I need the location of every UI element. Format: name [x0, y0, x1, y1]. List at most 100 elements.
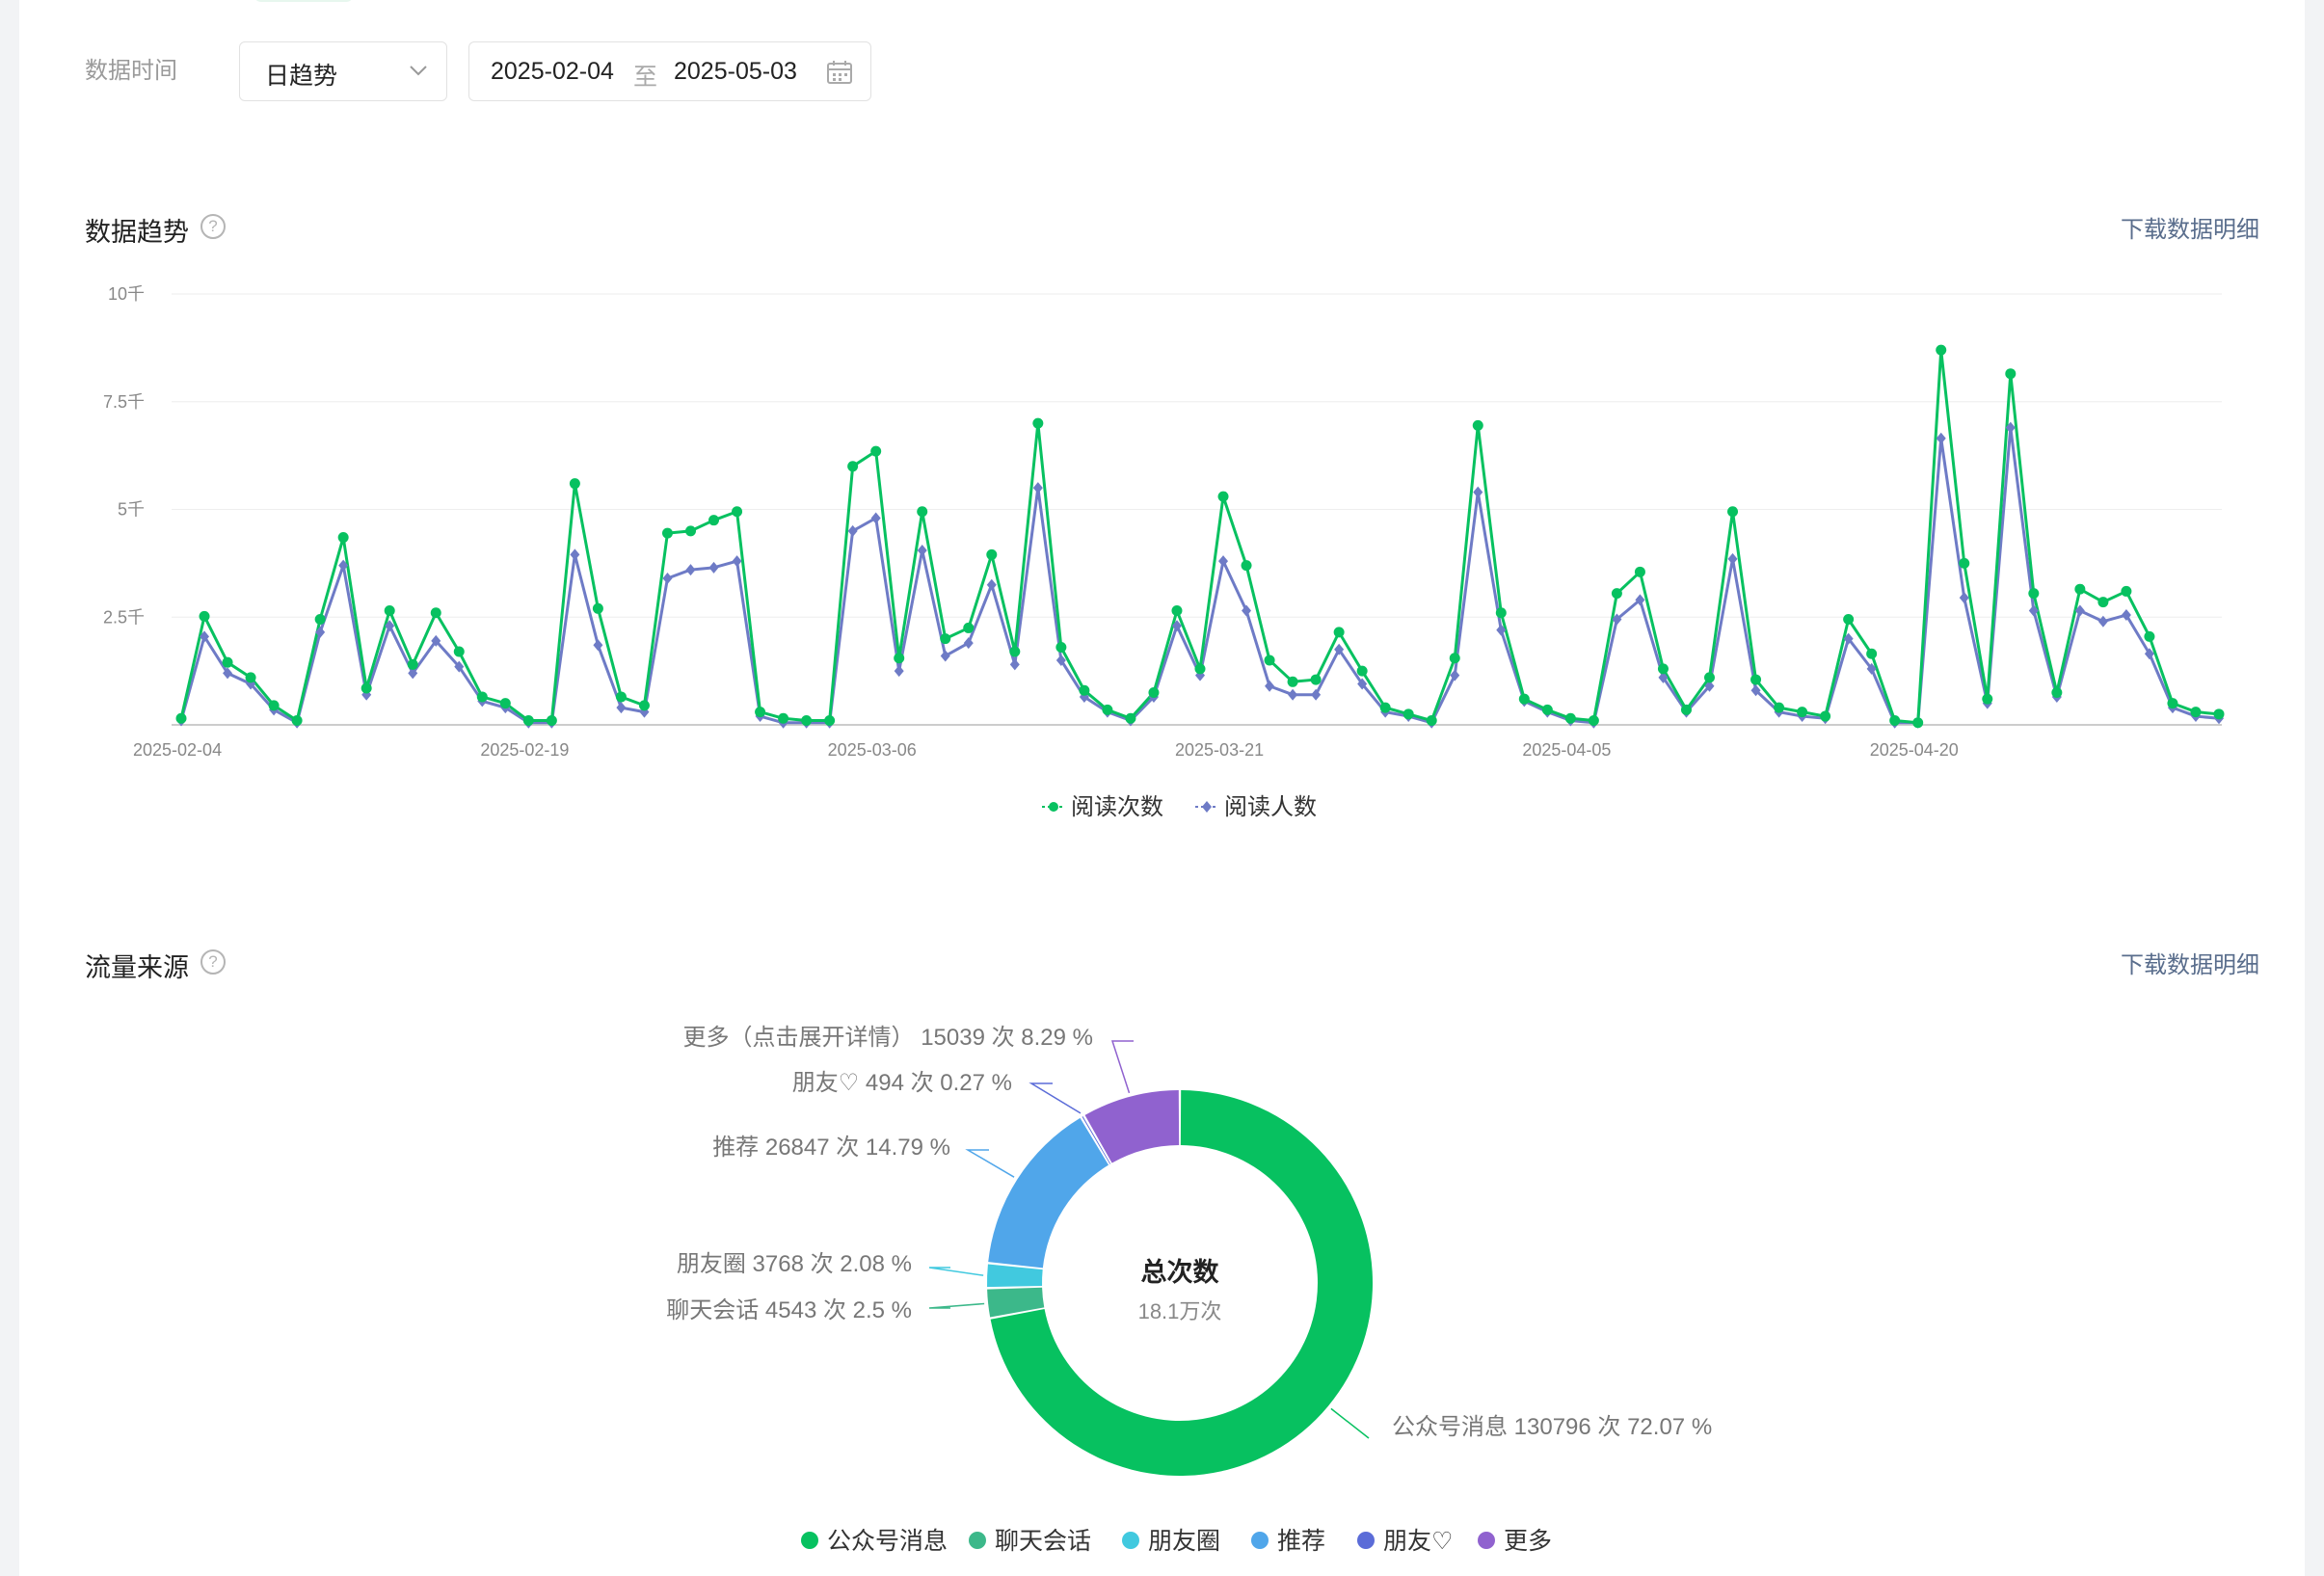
data-point [570, 548, 580, 561]
data-point [963, 637, 974, 650]
data-point [2028, 604, 2039, 617]
legend-label[interactable]: 朋友圈 [1148, 1528, 1220, 1555]
data-point [1310, 674, 1322, 685]
data-point [1102, 704, 1113, 715]
leader-line [1110, 1040, 1134, 1094]
data-point [1843, 632, 1854, 645]
legend-label[interactable]: 推荐 [1277, 1528, 1325, 1555]
data-point [2051, 686, 2063, 698]
end-date[interactable]: 2025-05-03 [674, 58, 797, 85]
calendar-icon[interactable] [826, 60, 853, 85]
data-point [1750, 684, 1761, 697]
data-point [1982, 693, 1993, 705]
data-point [2028, 588, 2040, 600]
data-point [1820, 710, 1831, 722]
data-point [1450, 669, 1460, 681]
chevron-down-icon [410, 66, 427, 76]
data-point [1148, 686, 1160, 698]
trend-download-link[interactable]: 下载数据明细 [2121, 217, 2259, 243]
legend-label-reads[interactable]: 阅读次数 [1071, 794, 1163, 820]
donut-slice-1[interactable] [987, 1287, 1045, 1318]
data-point [616, 702, 627, 714]
data-point [2074, 604, 2085, 617]
granularity-select[interactable]: 日趋势 [239, 41, 447, 101]
start-date[interactable]: 2025-02-04 [491, 58, 614, 85]
legend-dot [1357, 1532, 1375, 1549]
data-point [662, 573, 673, 585]
x-tick-label: 2025-03-06 [828, 740, 917, 760]
data-point [1242, 604, 1252, 617]
data-point [847, 524, 858, 537]
data-point [337, 532, 349, 544]
data-point [1564, 712, 1576, 724]
data-point [986, 578, 997, 591]
data-point [1541, 704, 1553, 715]
data-point [1959, 557, 1970, 569]
donut-slice-2[interactable] [986, 1264, 1043, 1288]
donut-slice-3[interactable] [988, 1117, 1109, 1269]
data-point [1634, 566, 1645, 577]
date-range-picker[interactable]: 2025-02-04 至 2025-05-03 [468, 41, 871, 101]
data-point [824, 715, 836, 727]
data-point [1032, 482, 1043, 494]
data-point [431, 634, 441, 647]
data-point [385, 620, 395, 632]
data-point [1032, 417, 1044, 429]
data-point [1009, 658, 1020, 671]
data-point [593, 639, 603, 652]
data-point [1889, 715, 1901, 727]
y-tick-label: 10千 [108, 284, 145, 304]
data-point [1866, 648, 1878, 659]
data-point [661, 527, 673, 539]
legend-label[interactable]: 更多 [1504, 1528, 1552, 1555]
legend-label[interactable]: 朋友♡ [1383, 1528, 1453, 1555]
data-point [454, 660, 465, 673]
data-point [1218, 555, 1229, 568]
data-point [1241, 560, 1252, 572]
data-point [1588, 715, 1599, 727]
legend-label[interactable]: 聊天会话 [995, 1528, 1091, 1555]
donut-slice-5[interactable] [1084, 1090, 1180, 1163]
data-point [569, 478, 580, 490]
data-point [1472, 419, 1483, 431]
traffic-download-link[interactable]: 下载数据明细 [2121, 952, 2259, 978]
data-point [223, 667, 233, 680]
data-point [338, 559, 349, 572]
x-tick-label: 2025-02-04 [133, 740, 222, 760]
data-point [476, 691, 488, 703]
data-point [1264, 654, 1275, 666]
data-point [940, 650, 950, 662]
date-filter-label: 数据时间 [85, 58, 177, 84]
traffic-title: 流量来源 [85, 953, 189, 982]
data-point [1774, 702, 1785, 713]
y-tick-label: 7.5千 [103, 392, 145, 412]
data-point [200, 630, 210, 643]
data-point [685, 564, 696, 576]
donut-slice-4[interactable] [1082, 1116, 1111, 1164]
data-point [986, 548, 998, 560]
leader-line [965, 1149, 1015, 1178]
data-point [2121, 609, 2131, 622]
data-point [245, 672, 256, 683]
slice-label: 推荐 26847 次 14.79 % [712, 1135, 950, 1161]
data-point [1495, 607, 1507, 619]
data-point [1612, 613, 1622, 626]
data-point [1171, 605, 1183, 617]
donut-center-value: 18.1万次 [1138, 1299, 1222, 1323]
data-point [1171, 620, 1182, 632]
legend-dot [1122, 1532, 1139, 1549]
legend-label[interactable]: 公众号消息 [827, 1528, 948, 1555]
data-point [546, 715, 557, 727]
data-point [1265, 680, 1275, 692]
data-point [2121, 585, 2132, 597]
legend-label-readers[interactable]: 阅读人数 [1224, 794, 1317, 820]
x-tick-label: 2025-02-19 [480, 740, 569, 760]
legend-dot [1478, 1532, 1495, 1549]
data-point [314, 613, 326, 625]
data-point [1611, 588, 1622, 600]
data-point [499, 698, 511, 709]
data-point [1079, 684, 1090, 696]
trend-help-icon[interactable]: ? [200, 214, 226, 239]
data-point [1125, 712, 1136, 724]
traffic-help-icon[interactable]: ? [200, 949, 226, 975]
